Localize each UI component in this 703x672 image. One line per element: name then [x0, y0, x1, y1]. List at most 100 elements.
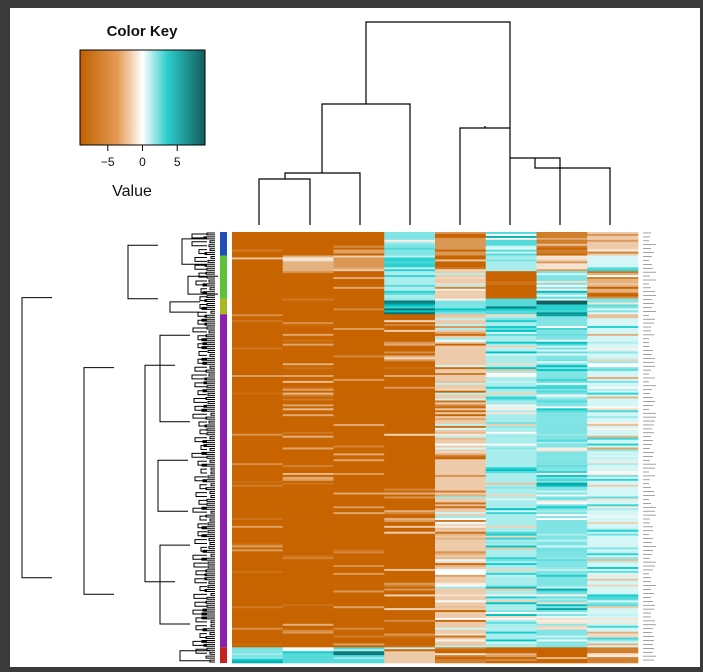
- heatmap-cell: [435, 284, 487, 288]
- heatmap-cell: [384, 396, 436, 399]
- heatmap-cell: [536, 329, 588, 333]
- heatmap-cell: [435, 359, 487, 362]
- heatmap-cell: [587, 371, 639, 374]
- heatmap-cell: [232, 472, 284, 476]
- heatmap-cell: [232, 531, 284, 534]
- heatmap-cell: [587, 282, 639, 286]
- heatmap-cell: [536, 629, 588, 632]
- heatmap-cell: [282, 437, 334, 440]
- heatmap-cell: [435, 531, 487, 534]
- heatmap-cell: [282, 371, 334, 374]
- heatmap-cell: [435, 412, 487, 415]
- heatmap-cell: [384, 406, 436, 409]
- heatmap-cell: [282, 614, 334, 617]
- heatmap-cell: [232, 527, 284, 531]
- heatmap-cell: [485, 363, 537, 366]
- color-key-axis-label: Value: [112, 183, 152, 200]
- heatmap-cell: [333, 288, 385, 292]
- heatmap-cell: [485, 394, 537, 397]
- heatmap-cell: [587, 653, 639, 656]
- heatmap-cell: [384, 284, 436, 288]
- heatmap-cell: [333, 343, 385, 346]
- heatmap-cell: [485, 282, 537, 286]
- heatmap-cell: [384, 529, 436, 533]
- heatmap-cell: [536, 441, 588, 444]
- heatmap-cell: [435, 459, 487, 462]
- heatmap-cell: [232, 500, 284, 503]
- heatmap-cell: [282, 384, 334, 388]
- heatmap-cell: [282, 486, 334, 489]
- color-key-tick-label: 5: [174, 155, 181, 169]
- heatmap-cell: [485, 584, 537, 587]
- heatmap-cell: [435, 433, 487, 437]
- heatmap-cell: [333, 257, 385, 260]
- heatmap-cell: [282, 535, 334, 538]
- heatmap-cell: [232, 339, 284, 343]
- heatmap-cell: [485, 416, 537, 419]
- heatmap-cell: [232, 590, 284, 593]
- heatmap-cell: [384, 451, 436, 454]
- heatmap-cell: [232, 502, 284, 505]
- heatmap-cell: [232, 429, 284, 433]
- heatmap-cell: [435, 449, 487, 452]
- heatmap-cell: [232, 553, 284, 556]
- heatmap-cell: [587, 263, 639, 266]
- heatmap-cell: [485, 604, 537, 607]
- heatmap-cell: [485, 431, 537, 435]
- heatmap-cell: [333, 549, 385, 552]
- heatmap-cell: [282, 516, 334, 519]
- heatmap-cell: [485, 508, 537, 511]
- heatmap-cell: [333, 237, 385, 241]
- heatmap-cell: [587, 233, 639, 237]
- heatmap-cell: [282, 400, 334, 403]
- heatmap-cell: [485, 251, 537, 254]
- heatmap-cell: [587, 623, 639, 627]
- heatmap-cell: [435, 480, 487, 484]
- heatmap-cell: [232, 367, 284, 370]
- heatmap-cell: [232, 602, 284, 605]
- heatmap-cell: [435, 502, 487, 505]
- heatmap-cell: [536, 422, 588, 425]
- heatmap-cell: [536, 516, 588, 519]
- heatmap-cell: [333, 539, 385, 542]
- heatmap-cell: [384, 316, 436, 319]
- heatmap-cell: [333, 269, 385, 272]
- heatmap-cell: [536, 328, 588, 331]
- heatmap-cell: [333, 557, 385, 560]
- heatmap-cell: [384, 598, 436, 601]
- heatmap-cell: [536, 335, 588, 339]
- heatmap-cell: [232, 302, 284, 305]
- heatmap-cell: [536, 557, 588, 560]
- heatmap-cell: [485, 537, 537, 540]
- heatmap-cell: [587, 541, 639, 544]
- heatmap-cell: [587, 545, 639, 548]
- heatmap-cell: [587, 245, 639, 248]
- heatmap-cell: [536, 539, 588, 542]
- heatmap-cell: [536, 324, 588, 327]
- heatmap-cell: [333, 455, 385, 458]
- heatmap-cell: [333, 392, 385, 395]
- heatmap-cell: [232, 298, 284, 301]
- heatmap-cell: [282, 363, 334, 366]
- heatmap-cell: [384, 510, 436, 513]
- heatmap-cell: [485, 580, 537, 583]
- heatmap-cell: [587, 433, 639, 437]
- heatmap-cell: [435, 351, 487, 354]
- heatmap-cell: [333, 547, 385, 550]
- heatmap-cell: [435, 659, 487, 662]
- heatmap-cell: [232, 471, 284, 474]
- heatmap-cell: [536, 345, 588, 348]
- heatmap-cell: [587, 302, 639, 305]
- heatmap-cell: [333, 469, 385, 472]
- heatmap-cell: [536, 275, 588, 278]
- heatmap-cell: [587, 529, 639, 533]
- heatmap-cell: [384, 600, 436, 603]
- heatmap-cell: [435, 345, 487, 348]
- heatmap-cell: [333, 431, 385, 435]
- heatmap-cell: [232, 482, 284, 486]
- heatmap-cell: [232, 418, 284, 421]
- heatmap-cell: [536, 535, 588, 538]
- heatmap-cell: [485, 502, 537, 505]
- heatmap-cell: [587, 241, 639, 245]
- heatmap-cell: [232, 320, 284, 323]
